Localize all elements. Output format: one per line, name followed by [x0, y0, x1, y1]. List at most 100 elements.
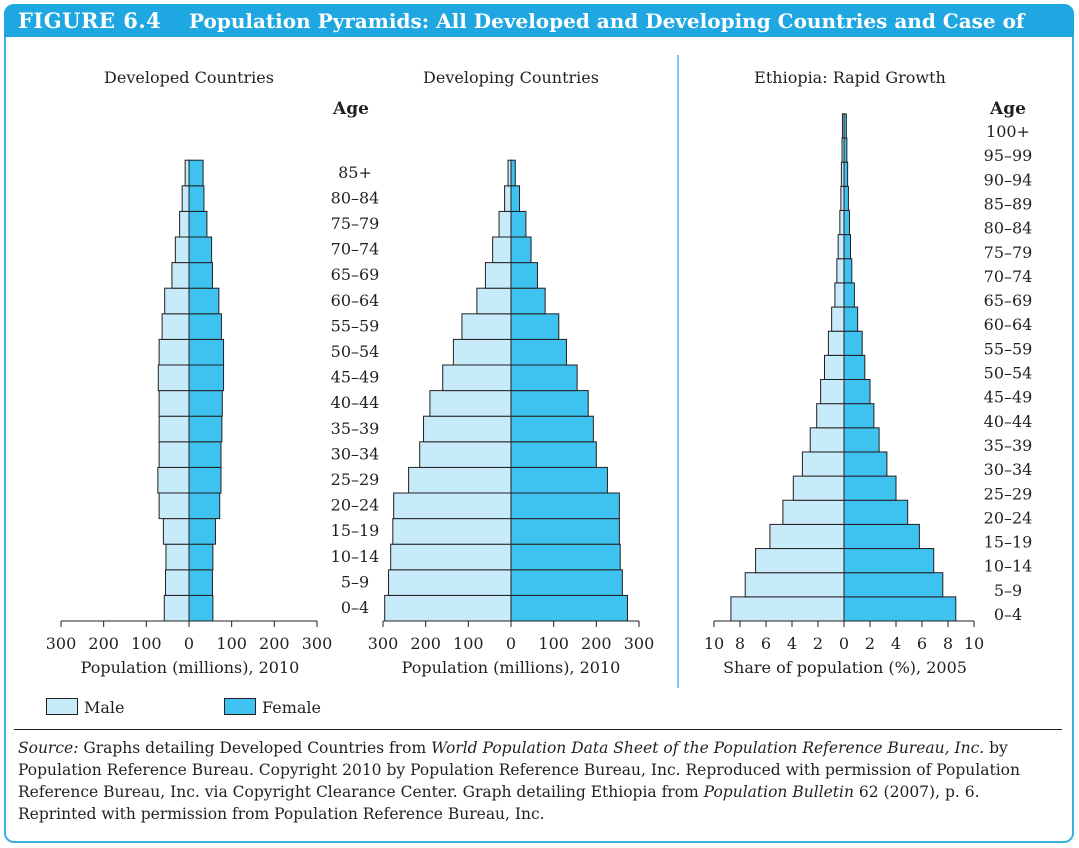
developed-age-label: 75–79: [331, 214, 380, 233]
legend-item-male: Male: [46, 698, 125, 717]
developing-bar-female: [510, 569, 623, 596]
developed-chart-title: Developed Countries: [104, 68, 274, 87]
ethiopia-bar-female: [843, 137, 848, 163]
ethiopia-age-label: 65–69: [984, 291, 1033, 310]
ethiopia-x-tick-label: 8: [735, 634, 745, 653]
ethiopia-age-label: 100+: [986, 122, 1030, 141]
ethiopia-x-tick-label: 4: [787, 634, 797, 653]
developing-x-tick-label: 100: [538, 634, 569, 653]
ethiopia-bar-female: [843, 499, 909, 525]
source-note: Source: Graphs detailing Developed Count…: [18, 737, 1058, 825]
developing-bar-male: [384, 594, 512, 622]
ethiopia-bar-male: [827, 330, 845, 356]
developing-bar-female: [510, 492, 620, 520]
ethiopia-x-tick-label: 8: [943, 634, 953, 653]
source-text-1: Graphs detailing Developed Countries fro…: [78, 739, 432, 757]
developed-bar-female: [188, 364, 225, 392]
developing-bar-male: [452, 338, 512, 366]
developed-bar-male: [157, 364, 190, 392]
developed-age-label: 60–64: [331, 291, 380, 310]
source-text-2: by Population Reference Bureau. Copyrigh…: [18, 739, 1020, 801]
developing-bar-male: [484, 262, 512, 289]
ethiopia-age-label: 20–24: [984, 508, 1033, 527]
legend-swatch-female: [224, 698, 256, 715]
developing-bar-female: [510, 313, 560, 340]
developing-bar-male: [423, 415, 512, 443]
developed-x-tick-label: 200: [259, 634, 290, 653]
developed-age-label: 80–84: [331, 188, 380, 207]
ethiopia-bar-male: [801, 451, 845, 477]
developing-x-tick-label: 200: [410, 634, 441, 653]
ethiopia-x-tick-label: 6: [917, 634, 927, 653]
ethiopia-bar-male: [836, 258, 845, 284]
developed-bar-female: [188, 390, 223, 417]
developed-age-label: 5–9: [341, 572, 369, 591]
developed-bar-male: [179, 210, 190, 238]
ethiopia-x-tick-label: 2: [813, 634, 823, 653]
developing-bar-male: [392, 518, 512, 545]
ethiopia-bar-female: [843, 234, 851, 260]
developed-age-label: 25–29: [331, 470, 380, 489]
ethiopia-age-label: 55–59: [984, 339, 1033, 358]
developing-bar-male: [390, 543, 512, 571]
developing-bar-female: [510, 262, 538, 289]
ethiopia-age-label: 95–99: [984, 146, 1033, 165]
developed-bar-female: [188, 210, 208, 238]
developed-x-tick-label: 300: [46, 634, 77, 653]
developing-bar-female: [510, 287, 546, 315]
source-italic-2: Population Bulletin: [703, 783, 854, 801]
ethiopia-x-axis-label: Share of population (%), 2005: [723, 658, 967, 677]
developing-bar-male: [504, 185, 512, 212]
developing-bar-male: [461, 313, 512, 340]
ethiopia-bar-male: [837, 234, 845, 260]
developed-bar-male: [158, 338, 190, 366]
developed-bar-male: [165, 543, 190, 571]
developing-x-tick-label: 100: [453, 634, 484, 653]
ethiopia-age-label: 25–29: [984, 484, 1033, 503]
developing-x-axis-label: Population (millions), 2010: [402, 658, 621, 677]
ethiopia-bar-female: [843, 548, 935, 574]
developing-bar-male: [498, 210, 512, 238]
developed-bar-female: [188, 185, 205, 212]
developing-bar-female: [510, 415, 594, 443]
developed-age-label: 65–69: [331, 265, 380, 284]
developed-x-tick-label: 200: [88, 634, 119, 653]
figure-header: FIGURE 6.4 Population Pyramids: All Deve…: [4, 4, 1074, 57]
developed-x-tick-label: 100: [216, 634, 247, 653]
developed-bar-female: [188, 338, 225, 366]
ethiopia-bar-male: [816, 403, 845, 429]
developed-x-tick-label: 100: [131, 634, 162, 653]
developed-bar-female: [188, 492, 221, 520]
ethiopia-x-tick-label: 10: [704, 634, 724, 653]
developing-bar-male: [419, 441, 512, 468]
developed-x-tick-label: 0: [184, 634, 194, 653]
developing-bar-male: [408, 466, 512, 494]
ethiopia-age-label: 70–74: [984, 267, 1033, 286]
developing-bar-female: [510, 518, 620, 545]
ethiopia-age-label: 85–89: [984, 194, 1033, 213]
developed-bar-male: [171, 262, 190, 289]
developed-bar-female: [188, 594, 214, 622]
ethiopia-bar-female: [843, 572, 944, 598]
developing-bar-male: [492, 236, 512, 264]
ethiopia-x-tick-label: 0: [839, 634, 849, 653]
developed-age-label: 40–44: [331, 393, 380, 412]
ethiopia-age-label: 40–44: [984, 412, 1033, 431]
developed-bar-male: [181, 185, 190, 212]
figure-title: Population Pyramids: All Developed and D…: [189, 9, 1025, 57]
ethiopia-chart-title: Ethiopia: Rapid Growth: [754, 68, 946, 87]
source-label: Source:: [18, 739, 79, 757]
ethiopia-bar-male: [831, 306, 845, 332]
legend-label-male: Male: [84, 698, 125, 717]
ethiopia-age-label: 5–9: [994, 581, 1022, 600]
ethiopia-bar-male: [730, 596, 845, 622]
ethiopia-age-label: 60–64: [984, 315, 1033, 334]
legend-label-female: Female: [262, 698, 321, 717]
ethiopia-age-label: 0–4: [994, 605, 1022, 624]
developing-bar-female: [510, 185, 521, 212]
developing-bar-female: [510, 466, 608, 494]
developed-bar-female: [188, 441, 222, 468]
developed-bar-female: [188, 159, 204, 187]
ethiopia-bar-female: [843, 161, 849, 187]
